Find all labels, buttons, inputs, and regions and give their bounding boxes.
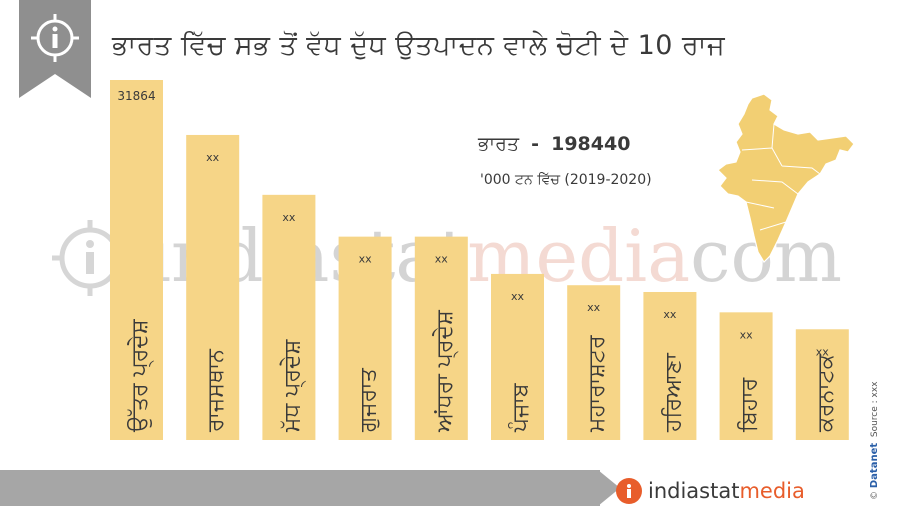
unit-note: '000 ਟਨ ਵਿੱਚ (2019-2020) xyxy=(480,172,652,188)
category-label-7: ਮਹਾਰਾਸ਼ਟਰ xyxy=(585,335,610,433)
bar-5 xyxy=(414,236,468,440)
bar-8 xyxy=(643,291,697,440)
india-map-icon xyxy=(717,93,855,263)
category-label-5: ਆਂਧਰਾ ਪ੍ਰਦੇਸ਼ xyxy=(431,310,459,433)
brand-info-icon xyxy=(616,478,642,504)
bar-value-label-4: xx xyxy=(359,253,373,266)
bar-value-label-3: xx xyxy=(282,211,296,224)
bar-10 xyxy=(795,329,849,440)
bar-value-label-9: xx xyxy=(740,328,754,341)
category-label-10: ਕਰਨਾਟਕ xyxy=(813,353,838,433)
corner-info-ribbon xyxy=(19,0,91,98)
category-label-1: ਉੱਤਰ ਪ੍ਰਦੇਸ਼ xyxy=(127,319,155,433)
source-credit: © Datanet Source : xxx xyxy=(869,381,880,500)
bar-7 xyxy=(567,285,621,440)
bar-2 xyxy=(186,134,240,440)
category-label-8: ਹਰਿਆਣਾ xyxy=(661,353,686,433)
bar-1 xyxy=(110,80,163,440)
brand-name: indiastatmedia xyxy=(648,479,805,503)
bar-value-label-2: xx xyxy=(206,151,220,164)
bar-value-label-5: xx xyxy=(435,253,449,266)
bar-value-label-6: xx xyxy=(511,290,525,303)
bar-value-label-7: xx xyxy=(587,301,601,314)
category-label-6: ਪੰਜਾਬ xyxy=(509,382,534,433)
category-label-9: ਬਿਹਾਰ xyxy=(737,377,762,433)
category-label-4: ਗੁਜਰਾਤ xyxy=(356,367,381,433)
info-icon xyxy=(31,14,79,62)
country-total: ਭਾਰਤ - 198440 xyxy=(478,133,631,155)
bar-9 xyxy=(719,312,773,440)
bar-value-label-10: xx xyxy=(816,345,830,358)
footer-bar xyxy=(0,470,600,506)
category-label-3: ਮੱਧ ਪ੍ਰਦੇਸ਼ xyxy=(279,339,307,433)
bar-6 xyxy=(491,273,544,440)
chart-title: ਭਾਰਤ ਵਿੱਚ ਸਭ ਤੋਂ ਵੱਧ ਦੁੱਧ ਉਤਪਾਦਨ ਵਾਲੇ ਚੋ… xyxy=(112,30,726,61)
bar-4 xyxy=(338,236,392,440)
footer-notch xyxy=(598,470,620,506)
bar-value-label-8: xx xyxy=(663,308,677,321)
category-label-2: ਰਾਜਸਥਾਨ xyxy=(204,348,229,433)
bar-value-label-1: 31864 xyxy=(117,89,155,103)
bar-3 xyxy=(262,194,316,440)
